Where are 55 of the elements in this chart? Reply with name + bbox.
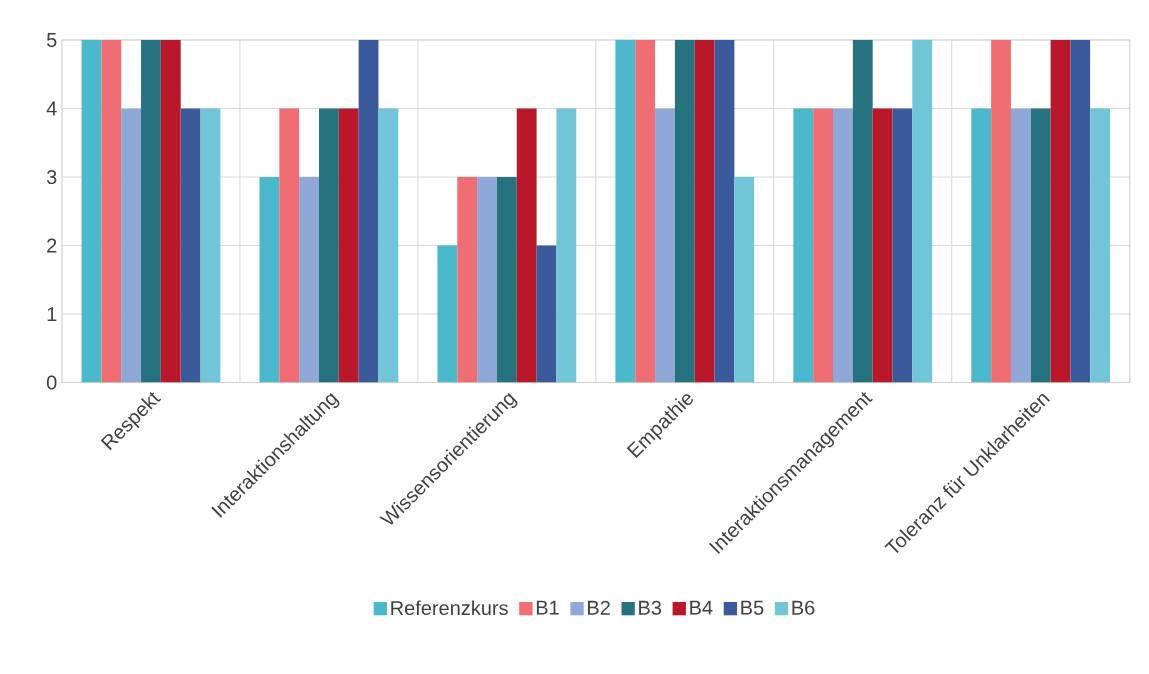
bar (299, 176, 319, 383)
bar (615, 39, 636, 383)
bar (101, 39, 122, 383)
bar (180, 108, 201, 383)
bar (259, 176, 280, 383)
bar (338, 108, 359, 383)
legend-label: B3 (639, 600, 662, 615)
bar (852, 39, 873, 383)
bar (655, 108, 675, 383)
bar (714, 39, 735, 383)
legend-label: B4 (690, 600, 713, 615)
legend-label: B6 (792, 600, 815, 615)
legend-label: B1 (536, 600, 559, 615)
bar (912, 39, 933, 383)
bar (477, 176, 497, 383)
bar (892, 108, 913, 383)
bar (635, 39, 656, 383)
bar (556, 108, 577, 383)
bar (694, 39, 715, 383)
bar (378, 108, 399, 383)
bar (813, 108, 834, 383)
bar (516, 108, 537, 383)
bar (793, 108, 814, 383)
bar (833, 108, 853, 383)
legend-label: Referenzkurs (391, 600, 508, 615)
bar (971, 108, 992, 383)
legend-label: B2 (588, 600, 610, 615)
bar (496, 176, 517, 383)
bar (1050, 39, 1071, 383)
bar (200, 108, 221, 383)
bar (141, 39, 161, 383)
bar (437, 245, 458, 383)
y-tick-label: 1 (47, 306, 57, 321)
bar (872, 108, 893, 383)
y-tick-label: 3 (46, 169, 57, 184)
bar (81, 39, 102, 383)
bar (536, 245, 557, 383)
bar (1030, 108, 1051, 383)
bar (991, 39, 1011, 383)
bar (1010, 108, 1031, 383)
bar (358, 39, 379, 383)
y-tick-label: 5 (46, 32, 57, 47)
legend-label: B5 (741, 600, 764, 615)
bar (160, 39, 181, 383)
bar (1090, 108, 1111, 383)
y-tick-label: 2 (47, 238, 57, 253)
bar (734, 176, 755, 383)
bar (1070, 39, 1091, 383)
y-tick-label: 0 (46, 375, 57, 390)
bar (121, 108, 142, 383)
bar (279, 108, 300, 383)
bar (318, 108, 339, 383)
y-tick-label: 4 (46, 101, 57, 116)
bar (674, 39, 695, 383)
bar (457, 176, 478, 383)
